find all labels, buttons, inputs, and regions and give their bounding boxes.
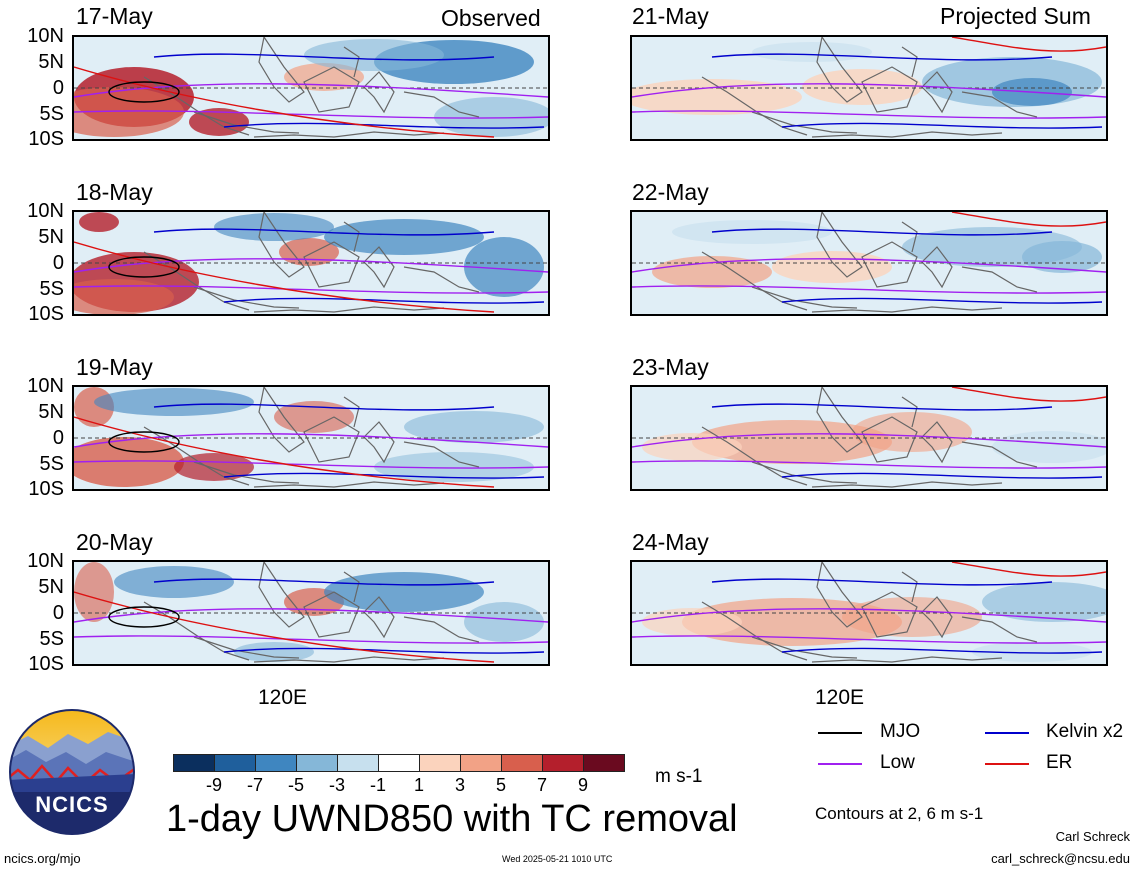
colorbar-tick-label: -3 [328, 775, 345, 795]
colorbar-swatch [583, 754, 625, 772]
lat-label: 0 [52, 77, 64, 99]
map-panel-17may [72, 35, 550, 141]
lat-label: 0 [52, 602, 64, 624]
legend-label-low: Low [880, 752, 915, 773]
footer-email[interactable]: carl_schreck@ncsu.edu [991, 851, 1130, 866]
ncics-logo: NCICS [8, 708, 136, 836]
lat-label: 5S [39, 628, 64, 650]
lat-label: 10N [27, 200, 64, 222]
map-panel-21may [630, 35, 1108, 141]
colorbar-swatch [542, 754, 584, 772]
lat-label: 0 [52, 427, 64, 449]
colorbar-tick-label: -7 [246, 775, 263, 795]
projected-header: Projected Sum [940, 3, 1091, 29]
lat-label: 5N [38, 226, 64, 248]
lat-label: 5N [38, 401, 64, 423]
lat-label: 10S [28, 478, 64, 500]
lat-label: 10N [27, 550, 64, 572]
panel-date-22may: 22-May [632, 179, 709, 205]
legend-line-kelvin [985, 732, 1029, 734]
panel-date-24may: 24-May [632, 529, 709, 555]
footer-timestamp: Wed 2025-05-21 1010 UTC [502, 854, 613, 864]
lat-label: 10S [28, 653, 64, 675]
colorbar-swatch [337, 754, 379, 772]
lat-label: 5S [39, 453, 64, 475]
colorbar-swatch [214, 754, 256, 772]
colorbar-tick-label: 9 [577, 775, 588, 795]
panel-date-17may: 17-May [76, 3, 153, 29]
colorbar-swatch [460, 754, 502, 772]
colorbar-swatch [501, 754, 543, 772]
footer-url[interactable]: ncics.org/mjo [4, 851, 81, 866]
colorbar-swatch [378, 754, 420, 772]
legend-note: Contours at 2, 6 m s-1 [815, 804, 984, 823]
lat-label: 10S [28, 303, 64, 325]
lon-label-right: 120E [815, 686, 865, 709]
lat-label: 10N [27, 25, 64, 47]
figure-title: 1-day UWND850 with TC removal [166, 798, 738, 840]
panel-date-20may: 20-May [76, 529, 153, 555]
colorbar-tick-label: -5 [287, 775, 304, 795]
map-panel-19may [72, 385, 550, 491]
colorbar-tick-label: 7 [536, 775, 547, 795]
lon-label-left: 120E [258, 686, 308, 709]
colorbar-swatch [255, 754, 297, 772]
lat-label: 5N [38, 576, 64, 598]
colorbar-units: m s-1 [655, 766, 703, 787]
lat-label: 5S [39, 278, 64, 300]
colorbar-tick-label: -9 [205, 775, 222, 795]
lat-label: 10N [27, 375, 64, 397]
lat-label: 5S [39, 103, 64, 125]
lat-label: 10S [28, 128, 64, 150]
map-panel-23may [630, 385, 1108, 491]
colorbar-swatch [419, 754, 461, 772]
panel-date-23may: 23-May [632, 354, 709, 380]
map-panel-24may [630, 560, 1108, 666]
legend-label-mjo: MJO [880, 721, 921, 742]
logo-text: NCICS [35, 792, 109, 817]
map-panel-20may [72, 560, 550, 666]
legend-label-er: ER [1046, 752, 1073, 773]
panel-date-21may: 21-May [632, 3, 709, 29]
panel-date-18may: 18-May [76, 179, 153, 205]
map-panel-22may [630, 210, 1108, 316]
lat-label: 5N [38, 51, 64, 73]
legend-line-mjo [818, 732, 862, 734]
map-panel-18may [72, 210, 550, 316]
lat-label: 0 [52, 252, 64, 274]
legend-line-low [818, 763, 862, 765]
colorbar-tick-label: 5 [495, 775, 506, 795]
colorbar-tick-label: -1 [369, 775, 386, 795]
legend-label-kelvin: Kelvin x2 [1046, 721, 1124, 742]
colorbar-swatch [173, 754, 215, 772]
footer-author: Carl Schreck [1055, 829, 1130, 844]
colorbar-swatch [296, 754, 338, 772]
colorbar-tick-label: 3 [454, 775, 465, 795]
legend-line-er [985, 763, 1029, 765]
colorbar-tick-label: 1 [413, 775, 424, 795]
panel-date-19may: 19-May [76, 354, 153, 380]
observed-header: Observed [441, 5, 541, 31]
